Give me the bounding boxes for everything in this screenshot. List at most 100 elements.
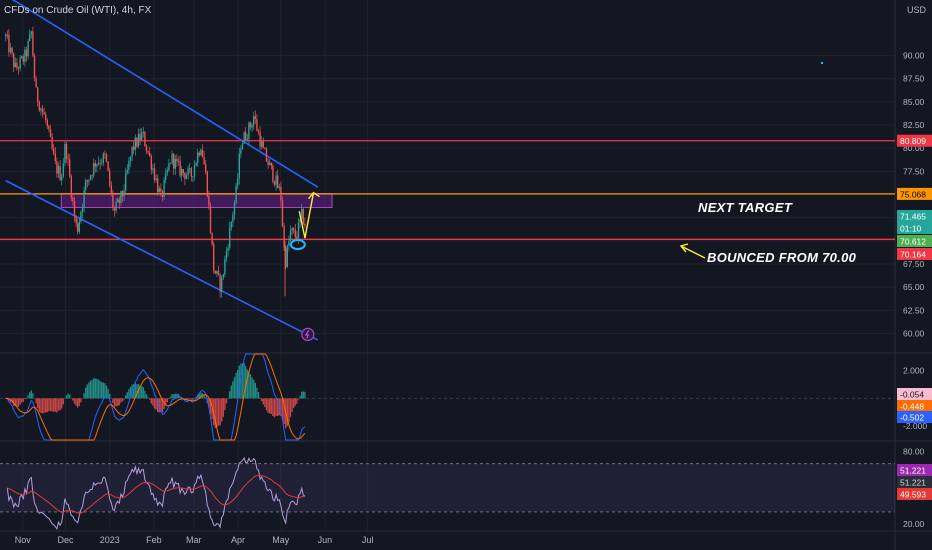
macd-hist-bar xyxy=(93,378,95,399)
macd-hist-bar xyxy=(32,393,34,399)
candle-body xyxy=(65,143,68,159)
macd-hist-bar xyxy=(43,398,45,413)
candle-body xyxy=(233,202,236,215)
rsi-badge-bg xyxy=(897,464,932,476)
candle-body xyxy=(107,161,109,171)
bounce-arrow xyxy=(680,245,706,259)
macd-hist-bar xyxy=(72,398,74,401)
next-target-annotation: NEXT TARGET xyxy=(698,200,793,215)
rsi-value-badge-bg xyxy=(897,476,932,488)
price-tick-label: 77.50 xyxy=(903,166,925,176)
candle-body xyxy=(117,199,119,203)
rsi-pane xyxy=(0,456,895,531)
macd-hist-bar xyxy=(81,398,84,399)
candle-body xyxy=(264,148,266,150)
macd-hist-bar xyxy=(17,398,20,407)
macd-value-badge-bg xyxy=(897,411,932,423)
macd-hist-bar xyxy=(286,398,288,427)
candle-body xyxy=(14,62,16,68)
macd-hist-bar xyxy=(195,396,197,399)
countdown-badge-bg xyxy=(897,222,932,234)
rsi-badge: 51.221 xyxy=(900,466,926,476)
macd-hist-bar xyxy=(136,384,138,399)
macd-hist-bar xyxy=(104,383,106,399)
candle-body xyxy=(40,108,42,111)
candle-body xyxy=(216,270,218,274)
macd-hist-bar xyxy=(227,398,229,399)
macd-hist-bar xyxy=(45,398,47,413)
macd-hist-bar xyxy=(297,398,300,400)
time-label: Apr xyxy=(231,535,245,545)
macd-hist-bar xyxy=(158,398,160,413)
macd-hist-bar xyxy=(33,398,36,399)
macd-hist-bar xyxy=(168,398,170,399)
candle-body xyxy=(35,78,37,88)
candle-body xyxy=(112,192,114,209)
macd-hist-bar xyxy=(128,389,130,399)
macd-hist-bar xyxy=(222,398,224,417)
macd-hist-bar xyxy=(62,398,64,405)
macd-hist-bar xyxy=(208,398,210,408)
macd-hist-bar xyxy=(59,398,61,411)
time-label: Feb xyxy=(146,535,162,545)
macd-hist-bar xyxy=(245,366,247,399)
candle-body xyxy=(61,176,63,181)
candle-body xyxy=(190,168,192,177)
macd-hist-bar xyxy=(259,397,261,399)
macd-hist-bar xyxy=(133,384,135,399)
candle-body xyxy=(8,34,10,53)
candle-body xyxy=(225,250,228,259)
candle-body xyxy=(78,221,80,232)
candle-body xyxy=(33,55,36,79)
macd-hist-bar xyxy=(166,398,168,403)
candle-body xyxy=(213,244,215,271)
candle-body xyxy=(99,162,101,164)
candle-body xyxy=(30,31,32,34)
macd-hist-bar xyxy=(235,372,237,399)
macd-pane xyxy=(0,353,895,441)
candle-body xyxy=(121,191,124,197)
candle-body xyxy=(294,229,296,237)
price-tick-label: 82.50 xyxy=(903,120,925,130)
macd-hist-bar xyxy=(153,398,156,409)
candle-body xyxy=(198,152,200,156)
candle-body xyxy=(246,138,248,140)
candle-body xyxy=(158,188,160,193)
candle-body xyxy=(200,149,202,156)
macd-hist-bar xyxy=(173,394,175,399)
candle-body xyxy=(113,208,116,211)
candle-body xyxy=(123,190,125,197)
candle-body xyxy=(206,171,208,197)
resistance-zone xyxy=(60,193,333,208)
candle-body xyxy=(75,215,77,224)
time-label: Dec xyxy=(58,535,75,545)
macd-hist-bar xyxy=(24,398,26,400)
candle-body xyxy=(150,155,152,170)
currency-label: USD xyxy=(906,5,926,15)
macd-hist-bar xyxy=(171,393,173,399)
candle-body xyxy=(193,165,196,177)
candle-body xyxy=(240,149,242,154)
price-badge-70612-bg xyxy=(897,235,932,247)
macd-hist-bar xyxy=(144,390,146,399)
chart-title: CFDs on Crude Oil (WTI), 4h, FX xyxy=(4,5,152,16)
macd-hist-bar xyxy=(237,369,239,399)
candle-body xyxy=(160,188,162,192)
macd-hist-bar xyxy=(22,398,24,402)
time-label: Jun xyxy=(318,535,333,545)
macd-hist-bar xyxy=(205,397,207,399)
candle-body xyxy=(229,227,231,248)
candle-body xyxy=(227,247,229,251)
candle-body xyxy=(230,221,232,228)
candle-body xyxy=(275,175,277,185)
macd-hist-bar xyxy=(281,398,284,420)
candle-body xyxy=(51,137,53,149)
macd-hist-bar xyxy=(272,398,274,417)
macd-hist-bar xyxy=(112,398,114,404)
candle-body xyxy=(248,122,250,139)
macd-hist-bar xyxy=(126,392,128,399)
candle-body xyxy=(189,168,191,170)
macd-hist-bar xyxy=(150,398,152,404)
candle-body xyxy=(118,199,120,204)
